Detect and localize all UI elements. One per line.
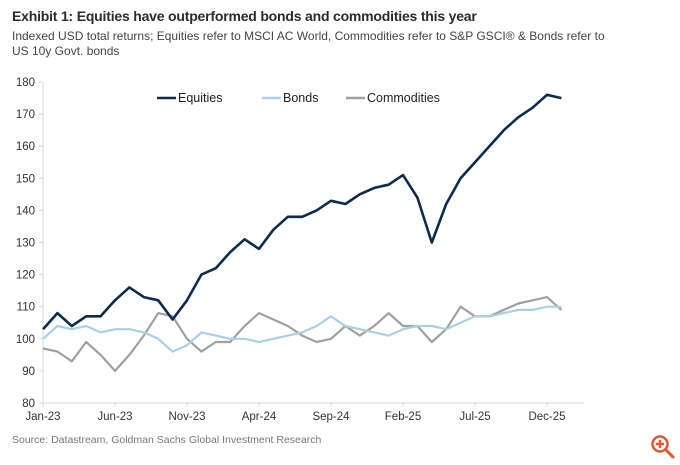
y-tick-label: 160 — [16, 141, 35, 153]
x-tick-label: Nov-23 — [168, 411, 205, 423]
series-line-commodities — [42, 296, 563, 372]
series-line-bonds — [42, 305, 562, 353]
x-tick-label: Apr-24 — [242, 411, 277, 423]
legend: Equities Bonds Commodities — [157, 91, 440, 105]
x-tick-label: Jun-23 — [97, 411, 132, 423]
source-note: Source: Datastream, Goldman Sachs Global… — [12, 434, 322, 446]
y-tick-label: 140 — [16, 205, 35, 217]
y-tick-label: 90 — [22, 366, 35, 378]
y-tick-label: 80 — [22, 398, 35, 410]
x-tick-label: Dec-25 — [528, 411, 565, 423]
x-tick-label: Sep-24 — [312, 411, 350, 423]
y-tick-label: 170 — [16, 109, 35, 121]
chart-subtitle: Indexed USD total returns; Equities refe… — [12, 29, 605, 58]
series-lines — [42, 93, 563, 372]
y-tick-label: 130 — [16, 238, 35, 250]
zoom-in-icon[interactable] — [650, 434, 676, 460]
legend-label-bonds: Bonds — [283, 91, 318, 105]
y-axis: 80 90 100 110 120 130 140 150 160 170 180 — [16, 77, 44, 410]
y-tick-label: 180 — [16, 77, 35, 89]
line-chart: 80 90 100 110 120 130 140 150 160 170 180 Jan-23 Ju… — [16, 77, 584, 423]
x-axis: Jan-23 Jun-23 Nov-23 Apr-24 Sep-24 Feb-25 Jul-… — [25, 402, 584, 423]
chart-title: Exhibit 1: Equities have outperformed bo… — [12, 8, 477, 24]
x-tick-label: Feb-25 — [385, 411, 421, 423]
x-tick-label: Jan-23 — [25, 411, 60, 423]
series-line-equities — [42, 93, 562, 331]
legend-label-commodities: Commodities — [367, 91, 440, 105]
y-tick-label: 100 — [16, 334, 35, 346]
y-tick-label: 150 — [16, 173, 35, 185]
y-tick-label: 110 — [17, 302, 35, 314]
y-tick-label: 120 — [16, 270, 35, 282]
x-tick-label: Jul-25 — [459, 411, 490, 423]
legend-label-equities: Equities — [178, 91, 222, 105]
